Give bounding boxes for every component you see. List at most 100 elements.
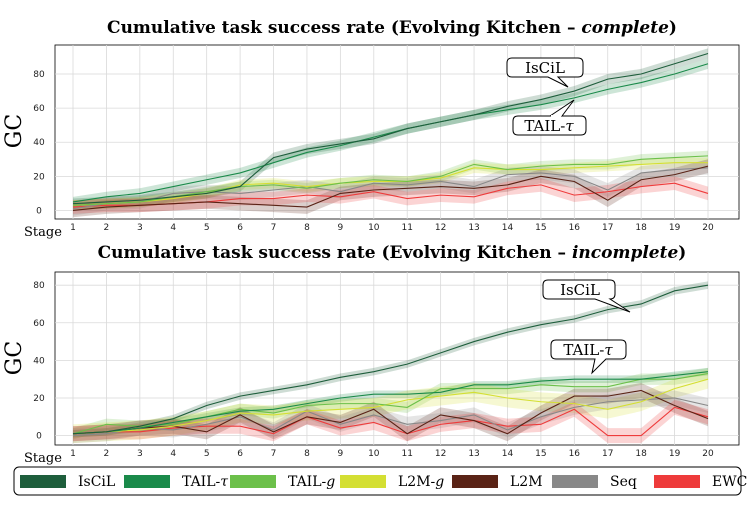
x-tick-label: 12 — [435, 223, 446, 233]
x-tick-label: 12 — [435, 449, 446, 459]
x-tick-label: 3 — [137, 449, 143, 459]
x-tick-label: 7 — [271, 223, 277, 233]
yticks-complete: 0 20 40 60 80 — [33, 70, 45, 216]
callout-tail-complete: TAIL-τ — [512, 99, 587, 136]
grid-incomplete — [55, 272, 739, 445]
y-tick-label: 0 — [36, 206, 42, 216]
band-seq — [73, 390, 708, 444]
y-tick-label: 40 — [33, 356, 45, 366]
y-tick-label: 20 — [33, 394, 45, 404]
series-line-iscil — [72, 53, 709, 205]
legend-swatch — [124, 475, 170, 488]
x-tick-label: 11 — [401, 223, 412, 233]
legend-label: L2M-g — [398, 474, 444, 490]
legend-label: TAIL-τ — [182, 474, 228, 490]
x-tick-label: 19 — [669, 449, 681, 459]
y-tick-label: 60 — [33, 319, 45, 329]
legend-swatch — [340, 475, 386, 488]
x-tick-label: 18 — [635, 449, 647, 459]
callout-tail-text-2: TAIL-τ — [563, 341, 613, 359]
legend-label: IsCiL — [78, 474, 115, 490]
x-tick-label: 15 — [535, 223, 546, 233]
y-tick-label: 60 — [33, 104, 45, 114]
lines-incomplete — [72, 284, 709, 437]
series-line-l2m — [72, 389, 709, 435]
x-tick-label: 10 — [368, 449, 380, 459]
legend: IsCiL TAIL-τ TAIL-g L2M-g L2M Seq EWC — [13, 466, 747, 496]
series-line-seq — [72, 397, 709, 437]
x-tick-label: 13 — [468, 449, 479, 459]
x-tick-label: 14 — [502, 449, 514, 459]
y-tick-label: 80 — [33, 70, 45, 80]
xlabel-complete: Stage — [24, 225, 62, 240]
x-tick-label: 13 — [468, 223, 479, 233]
legend-swatch — [20, 475, 66, 488]
x-tick-label: 8 — [304, 223, 310, 233]
panel-complete: Cumulative task success rate (Evolving K… — [2, 18, 740, 240]
xlabel-incomplete: Stage — [24, 451, 62, 466]
x-tick-label: 10 — [368, 223, 380, 233]
x-tick-label: 19 — [669, 223, 681, 233]
legend-swatch — [230, 475, 276, 488]
series-line-tail-g — [72, 373, 709, 435]
x-tick-label: 17 — [602, 449, 613, 459]
x-tick-label: 4 — [170, 449, 176, 459]
band-seq — [73, 161, 708, 216]
band-l2m-g — [73, 369, 708, 444]
y-tick-label: 80 — [33, 281, 45, 291]
x-tick-label: 16 — [569, 223, 581, 233]
x-tick-label: 4 — [170, 223, 176, 233]
x-tick-label: 6 — [237, 449, 243, 459]
x-tick-label: 1 — [70, 449, 76, 459]
y-tick-label: 0 — [36, 432, 42, 442]
series-line-l2m — [72, 165, 709, 212]
x-tick-label: 9 — [338, 223, 344, 233]
xticks-incomplete: 1 2 3 4 5 6 7 8 9 10 11 12 13 14 15 16 17 18 19 20 — [70, 449, 714, 459]
legend-swatch — [552, 475, 598, 488]
title-incomplete: Cumulative task success rate (Evolving K… — [98, 243, 687, 263]
band-l2m — [73, 382, 708, 442]
title-complete: Cumulative task success rate (Evolving K… — [107, 18, 677, 38]
callout-iscil-text: IsCiL — [525, 59, 565, 77]
x-tick-label: 6 — [237, 223, 243, 233]
ylabel-incomplete: GC — [2, 341, 27, 375]
x-tick-label: 16 — [569, 449, 581, 459]
series-line-ewc — [72, 406, 709, 437]
x-tick-label: 2 — [104, 223, 110, 233]
x-tick-label: 5 — [204, 223, 210, 233]
legend-swatch — [452, 475, 498, 488]
callout-iscil-incomplete: IsCiL — [542, 279, 631, 313]
legend-label: L2M — [510, 474, 543, 490]
x-tick-label: 17 — [602, 223, 613, 233]
x-tick-label: 5 — [204, 449, 210, 459]
series-line-l2m-g — [72, 162, 708, 206]
y-tick-label: 40 — [33, 138, 45, 148]
series-line-seq — [72, 167, 709, 210]
x-tick-label: 2 — [104, 449, 110, 459]
x-tick-label: 3 — [137, 223, 143, 233]
legend-label: Seq — [610, 474, 637, 490]
callout-tail-incomplete: TAIL-τ — [550, 339, 627, 375]
x-tick-label: 20 — [702, 449, 714, 459]
series-line-tail- — [72, 371, 709, 435]
x-tick-label: 11 — [401, 449, 412, 459]
callout-tail-text: TAIL-τ — [524, 117, 574, 135]
callout-iscil-complete: IsCiL — [506, 57, 584, 88]
x-tick-label: 14 — [502, 223, 514, 233]
series-line-iscil — [72, 284, 709, 435]
xticks-complete: 1 2 3 4 5 6 7 8 9 10 11 12 13 14 15 16 17 18 19 20 — [70, 223, 714, 233]
x-tick-label: 8 — [304, 449, 310, 459]
legend-swatch — [654, 475, 700, 488]
lines-complete — [72, 53, 709, 212]
x-tick-label: 15 — [535, 449, 546, 459]
y-tick-label: 20 — [33, 172, 45, 182]
legend-label: TAIL-g — [288, 474, 335, 490]
plot-frame-incomplete — [54, 271, 740, 446]
legend-label: EWC — [712, 474, 747, 490]
x-tick-label: 20 — [702, 223, 714, 233]
callout-iscil-text-2: IsCiL — [560, 281, 600, 299]
x-tick-label: 7 — [271, 449, 277, 459]
yticks-incomplete: 0 20 40 60 80 — [33, 281, 45, 441]
x-tick-label: 1 — [70, 223, 76, 233]
